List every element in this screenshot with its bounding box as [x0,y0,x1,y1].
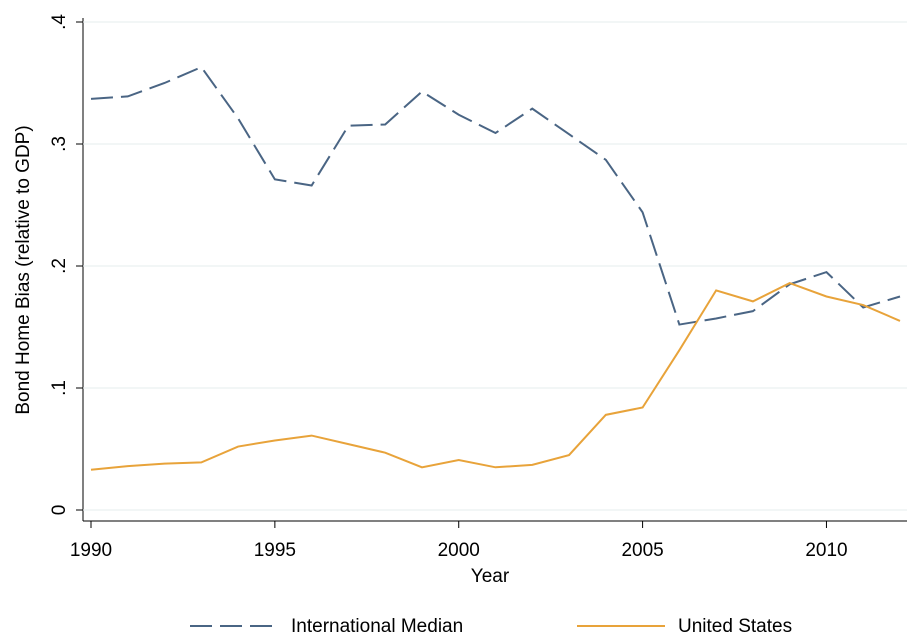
y-tick-label: 0 [49,505,70,516]
data-line [90,281,901,471]
y-axis-label: Bond Home Bias (relative to GDP) [13,125,34,414]
x-tick-label: 2010 [805,540,847,561]
data-line [90,65,901,326]
y-tick-label: .1 [49,380,70,396]
legend-label: United States [678,616,792,637]
x-axis-label: Year [471,566,510,587]
x-tick-label: 2000 [438,540,480,561]
x-tick-label: 1990 [70,540,112,561]
x-tick-label: 1995 [254,540,296,561]
legend-label: International Median [291,616,463,637]
x-tick-label: 2005 [621,540,663,561]
y-tick-label: .2 [49,258,70,274]
y-tick-label: .4 [49,14,70,30]
y-tick-label: .3 [49,136,70,152]
